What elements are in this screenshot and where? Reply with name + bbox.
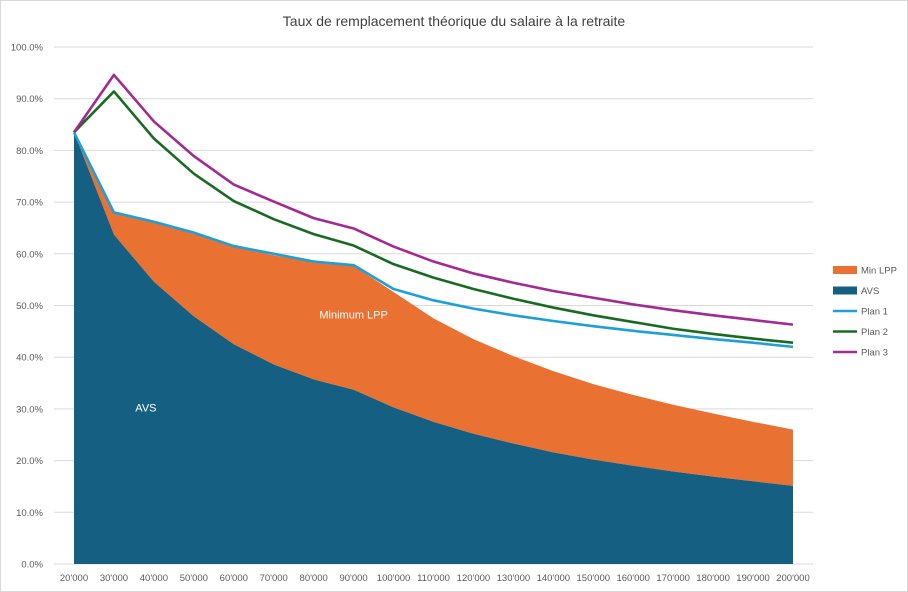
x-tick-label: 140'000 — [537, 573, 571, 584]
line-plan-1 — [72, 131, 794, 349]
x-tick-label: 100'000 — [377, 573, 411, 584]
x-tick-label: 70'000 — [260, 573, 288, 584]
x-tick-label: 90'000 — [339, 573, 367, 584]
legend-label-plan-2: Plan 2 — [861, 327, 888, 338]
x-tick-label: 110'000 — [417, 573, 450, 584]
y-tick-label: 30.0% — [16, 404, 43, 415]
data-annotation: AVS — [135, 402, 156, 414]
x-tick-label: 20'000 — [60, 573, 88, 584]
legend-label-avs: AVS — [861, 286, 879, 297]
x-tick-label: 120'000 — [457, 573, 491, 584]
x-tick-label: 190'000 — [736, 573, 770, 584]
legend-label-plan-1: Plan 1 — [861, 307, 888, 318]
y-tick-label: 20.0% — [16, 456, 43, 467]
line-plan-3 — [72, 73, 794, 326]
area-min-lpp — [74, 132, 793, 486]
legend-label-min-lpp: Min LPP — [861, 266, 897, 277]
x-tick-label: 80'000 — [300, 573, 328, 584]
x-tick-label: 200'000 — [776, 573, 810, 584]
y-tick-label: 40.0% — [16, 353, 43, 364]
area-series — [74, 132, 793, 564]
legend-label-plan-3: Plan 3 — [861, 348, 888, 359]
x-tick-label: 130'000 — [497, 573, 531, 584]
y-tick-labels: 0.0% 10.0% 20.0% 30.0% 40.0% 50.0% 60.0% 70.0% 8… — [11, 43, 44, 571]
x-tick-label: 170'000 — [656, 573, 690, 584]
x-tick-label: 50'000 — [180, 573, 208, 584]
y-tick-label: 10.0% — [16, 508, 43, 519]
y-tick-label: 0.0% — [21, 560, 43, 571]
y-tick-label: 70.0% — [16, 198, 43, 209]
x-tick-labels: 20'000 30'000 40'000 50'000 60'000 70'000 80'0… — [60, 573, 810, 584]
x-tick-label: 60'000 — [220, 573, 248, 584]
y-tick-label: 100.0% — [11, 43, 44, 54]
x-tick-label: 30'000 — [100, 573, 128, 584]
data-annotation: Minimum LPP — [319, 309, 387, 321]
y-tick-label: 60.0% — [16, 249, 43, 260]
chart-title: Taux de remplacement théorique du salair… — [283, 13, 626, 29]
x-tick-label: 180'000 — [696, 573, 730, 584]
x-tick-label: 160'000 — [616, 573, 650, 584]
x-tick-label: 150'000 — [577, 573, 611, 584]
line-plan-2 — [73, 90, 794, 345]
line-series — [72, 73, 794, 349]
y-tick-label: 90.0% — [16, 94, 43, 105]
y-tick-label: 50.0% — [16, 301, 43, 312]
legend-swatch-avs — [833, 286, 857, 295]
annotations: Minimum LPP AVS — [135, 309, 388, 414]
area-avs — [74, 132, 793, 564]
legend-swatch-min-lpp — [833, 266, 857, 274]
y-tick-label: 80.0% — [16, 146, 43, 157]
x-tick-label: 40'000 — [140, 573, 168, 584]
legend: Min LPP AVS Plan 1 Plan 2 Plan 3 — [833, 266, 897, 359]
